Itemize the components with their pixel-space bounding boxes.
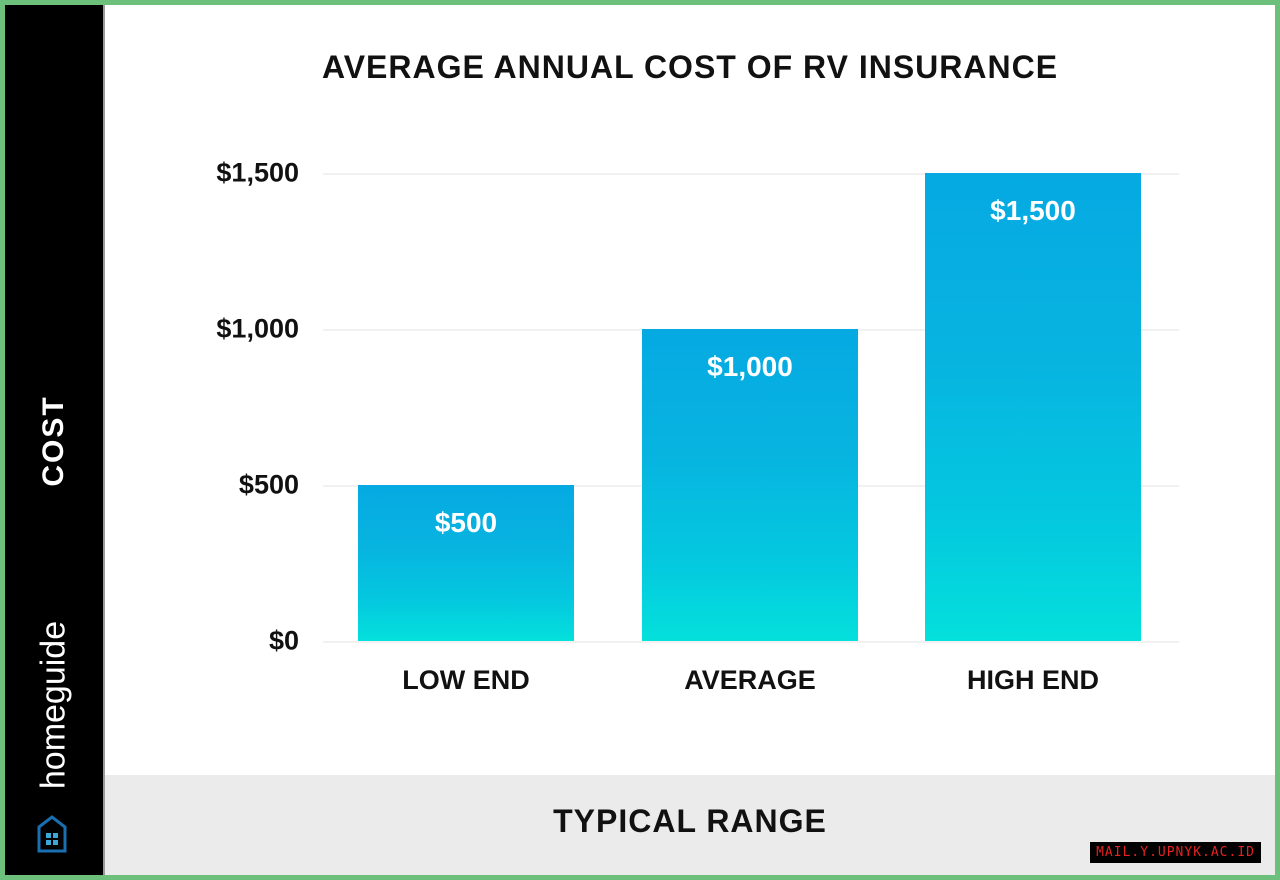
- x-axis-footer: TYPICAL RANGE: [105, 775, 1275, 875]
- bar-low-end: $500: [358, 485, 574, 641]
- x-tick-label: LOW END: [402, 665, 530, 695]
- y-tick-label: $1,500: [216, 157, 299, 188]
- x-tick-label: AVERAGE: [684, 665, 816, 695]
- brand-logo-text: homeguide: [34, 620, 73, 790]
- x-tick-label: HIGH END: [966, 665, 1099, 695]
- gridline: [323, 641, 1179, 643]
- bar-average: $1,000: [642, 329, 858, 641]
- bar-high-end: $1,500: [925, 173, 1141, 641]
- bar-value-label: $500: [434, 507, 498, 538]
- y-axis-label: COST: [37, 395, 70, 487]
- y-tick-label: $500: [238, 469, 299, 500]
- sidebar: COST homeguide: [5, 5, 105, 875]
- gridline: [323, 173, 1179, 175]
- chart-frame: COST homeguide AVERAGE ANNUAL COST OF RV…: [5, 5, 1275, 875]
- bar-value-label: $1,500: [990, 195, 1076, 226]
- y-tick-label: $1,000: [216, 313, 299, 344]
- house-icon: [37, 815, 67, 853]
- x-axis-label: TYPICAL RANGE: [553, 803, 827, 839]
- chart-title: AVERAGE ANNUAL COST OF RV INSURANCE: [321, 49, 1059, 85]
- bar-value-label: $1,000: [707, 351, 793, 382]
- watermark: MAIL.Y.UPNYK.AC.ID: [1090, 842, 1261, 863]
- y-tick-label: $0: [268, 625, 299, 656]
